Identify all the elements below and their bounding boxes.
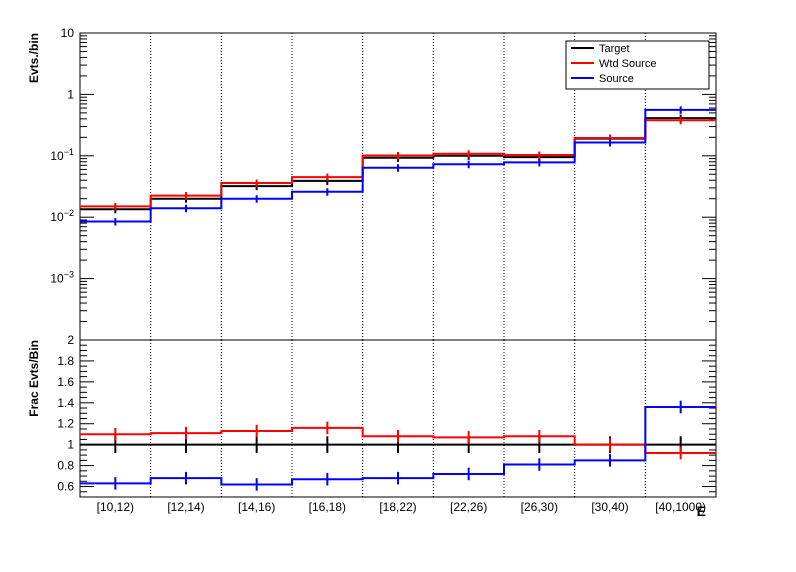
y-tick-label-bottom: 1.6 — [57, 375, 74, 389]
x-category-label: [10,12) — [97, 500, 134, 514]
legend-entry-target: Target — [599, 43, 630, 55]
legend: Target Wtd Source Source — [565, 40, 710, 90]
x-category-label: [14,16) — [238, 500, 275, 514]
y-tick-label-bottom: 0.6 — [57, 480, 74, 494]
y-tick-label-top: 1 — [67, 87, 74, 101]
axis-labels: 10 1 10−1 10−2 10−3 0.6 0.8 1 1.2 1.4 1.6 1.8 2 [10,1… — [27, 26, 706, 519]
y-tick-label-top: 10−2 — [50, 208, 74, 224]
y-tick-label-bottom: 1.2 — [57, 417, 74, 431]
x-category-label: [30,40) — [591, 500, 628, 514]
top-panel-plot — [80, 106, 716, 226]
x-category-label: [26,30) — [521, 500, 558, 514]
x-category-label: [40,1000) — [655, 500, 706, 514]
y-tick-label-bottom: 1.4 — [57, 396, 74, 410]
y-tick-label-top: 10−1 — [50, 147, 74, 163]
x-category-label: [12,14) — [167, 500, 204, 514]
y-tick-label-top: 10−3 — [50, 270, 74, 286]
y-tick-label-bottom: 1.8 — [57, 354, 74, 368]
y-axis-title-bottom: Frac Evts/Bin — [27, 340, 41, 417]
y-tick-label-bottom: 2 — [67, 333, 74, 347]
legend-entry-wtd-source: Wtd Source — [599, 58, 656, 70]
y-axis-title-top: Evts./bin — [27, 33, 41, 83]
x-category-label: [18,22) — [379, 500, 416, 514]
y-tick-label-top: 10 — [61, 26, 75, 40]
x-category-label: [22,26) — [450, 500, 487, 514]
x-category-label: [16,18) — [309, 500, 346, 514]
y-tick-label-bottom: 0.8 — [57, 459, 74, 473]
y-tick-label-bottom: 1 — [67, 438, 74, 452]
x-axis-title: E — [697, 503, 706, 519]
bottom-panel-plot — [80, 400, 716, 491]
legend-entry-source: Source — [599, 73, 634, 85]
